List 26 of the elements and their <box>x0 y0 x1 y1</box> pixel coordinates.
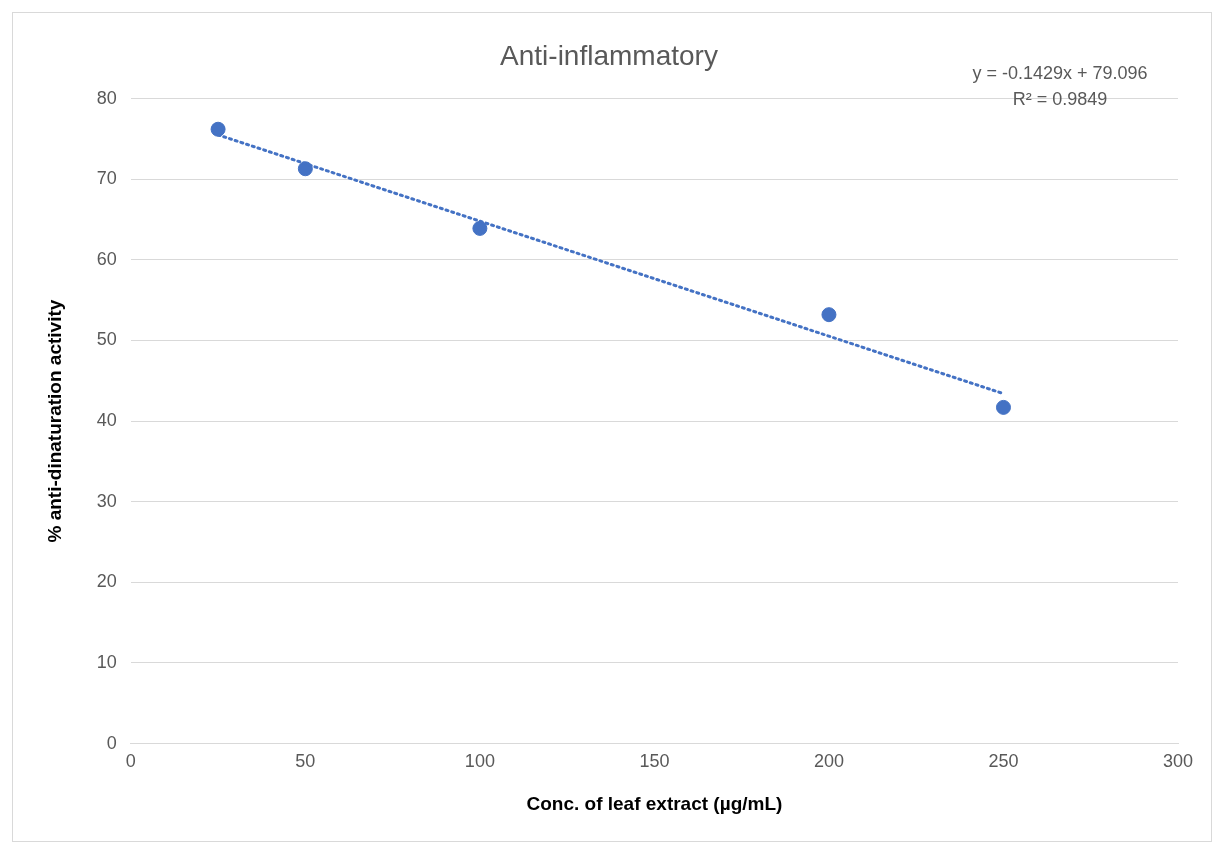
point <box>821 307 837 323</box>
annotation: R² = 0.9849 <box>1012 88 1108 109</box>
point <box>995 399 1011 415</box>
y-tick-label: 30 <box>96 490 117 511</box>
chart-title: Anti-inflammatory <box>500 39 718 71</box>
point <box>297 161 313 177</box>
point <box>472 220 488 236</box>
x-axis-title: Conc. of leaf extract (µg/mL) <box>526 792 783 814</box>
y-tick-label: 80 <box>96 87 117 108</box>
x-tick-label: 50 <box>295 751 316 772</box>
x-tick-label: 300 <box>1162 751 1194 772</box>
x-tick-label: 100 <box>464 751 495 772</box>
x-tick-label: 0 <box>125 751 136 772</box>
y-axis-title: % anti-dinaturation activity <box>43 299 65 543</box>
y-tick-label: 20 <box>96 571 117 592</box>
y-tick-label: 0 <box>106 732 117 753</box>
x-tick-label: 150 <box>639 751 670 772</box>
y-tick-label: 40 <box>96 410 117 431</box>
y-tick-label: 50 <box>96 329 117 350</box>
point <box>210 121 226 137</box>
y-tick-label: 60 <box>96 248 117 269</box>
y-tick-label: 10 <box>96 651 117 672</box>
x-tick-label: 200 <box>813 751 844 772</box>
x-tick-label: 250 <box>988 751 1019 772</box>
text: y = -0.1429x + 79.096 <box>972 62 1148 83</box>
y-tick-label: 70 <box>96 168 117 189</box>
